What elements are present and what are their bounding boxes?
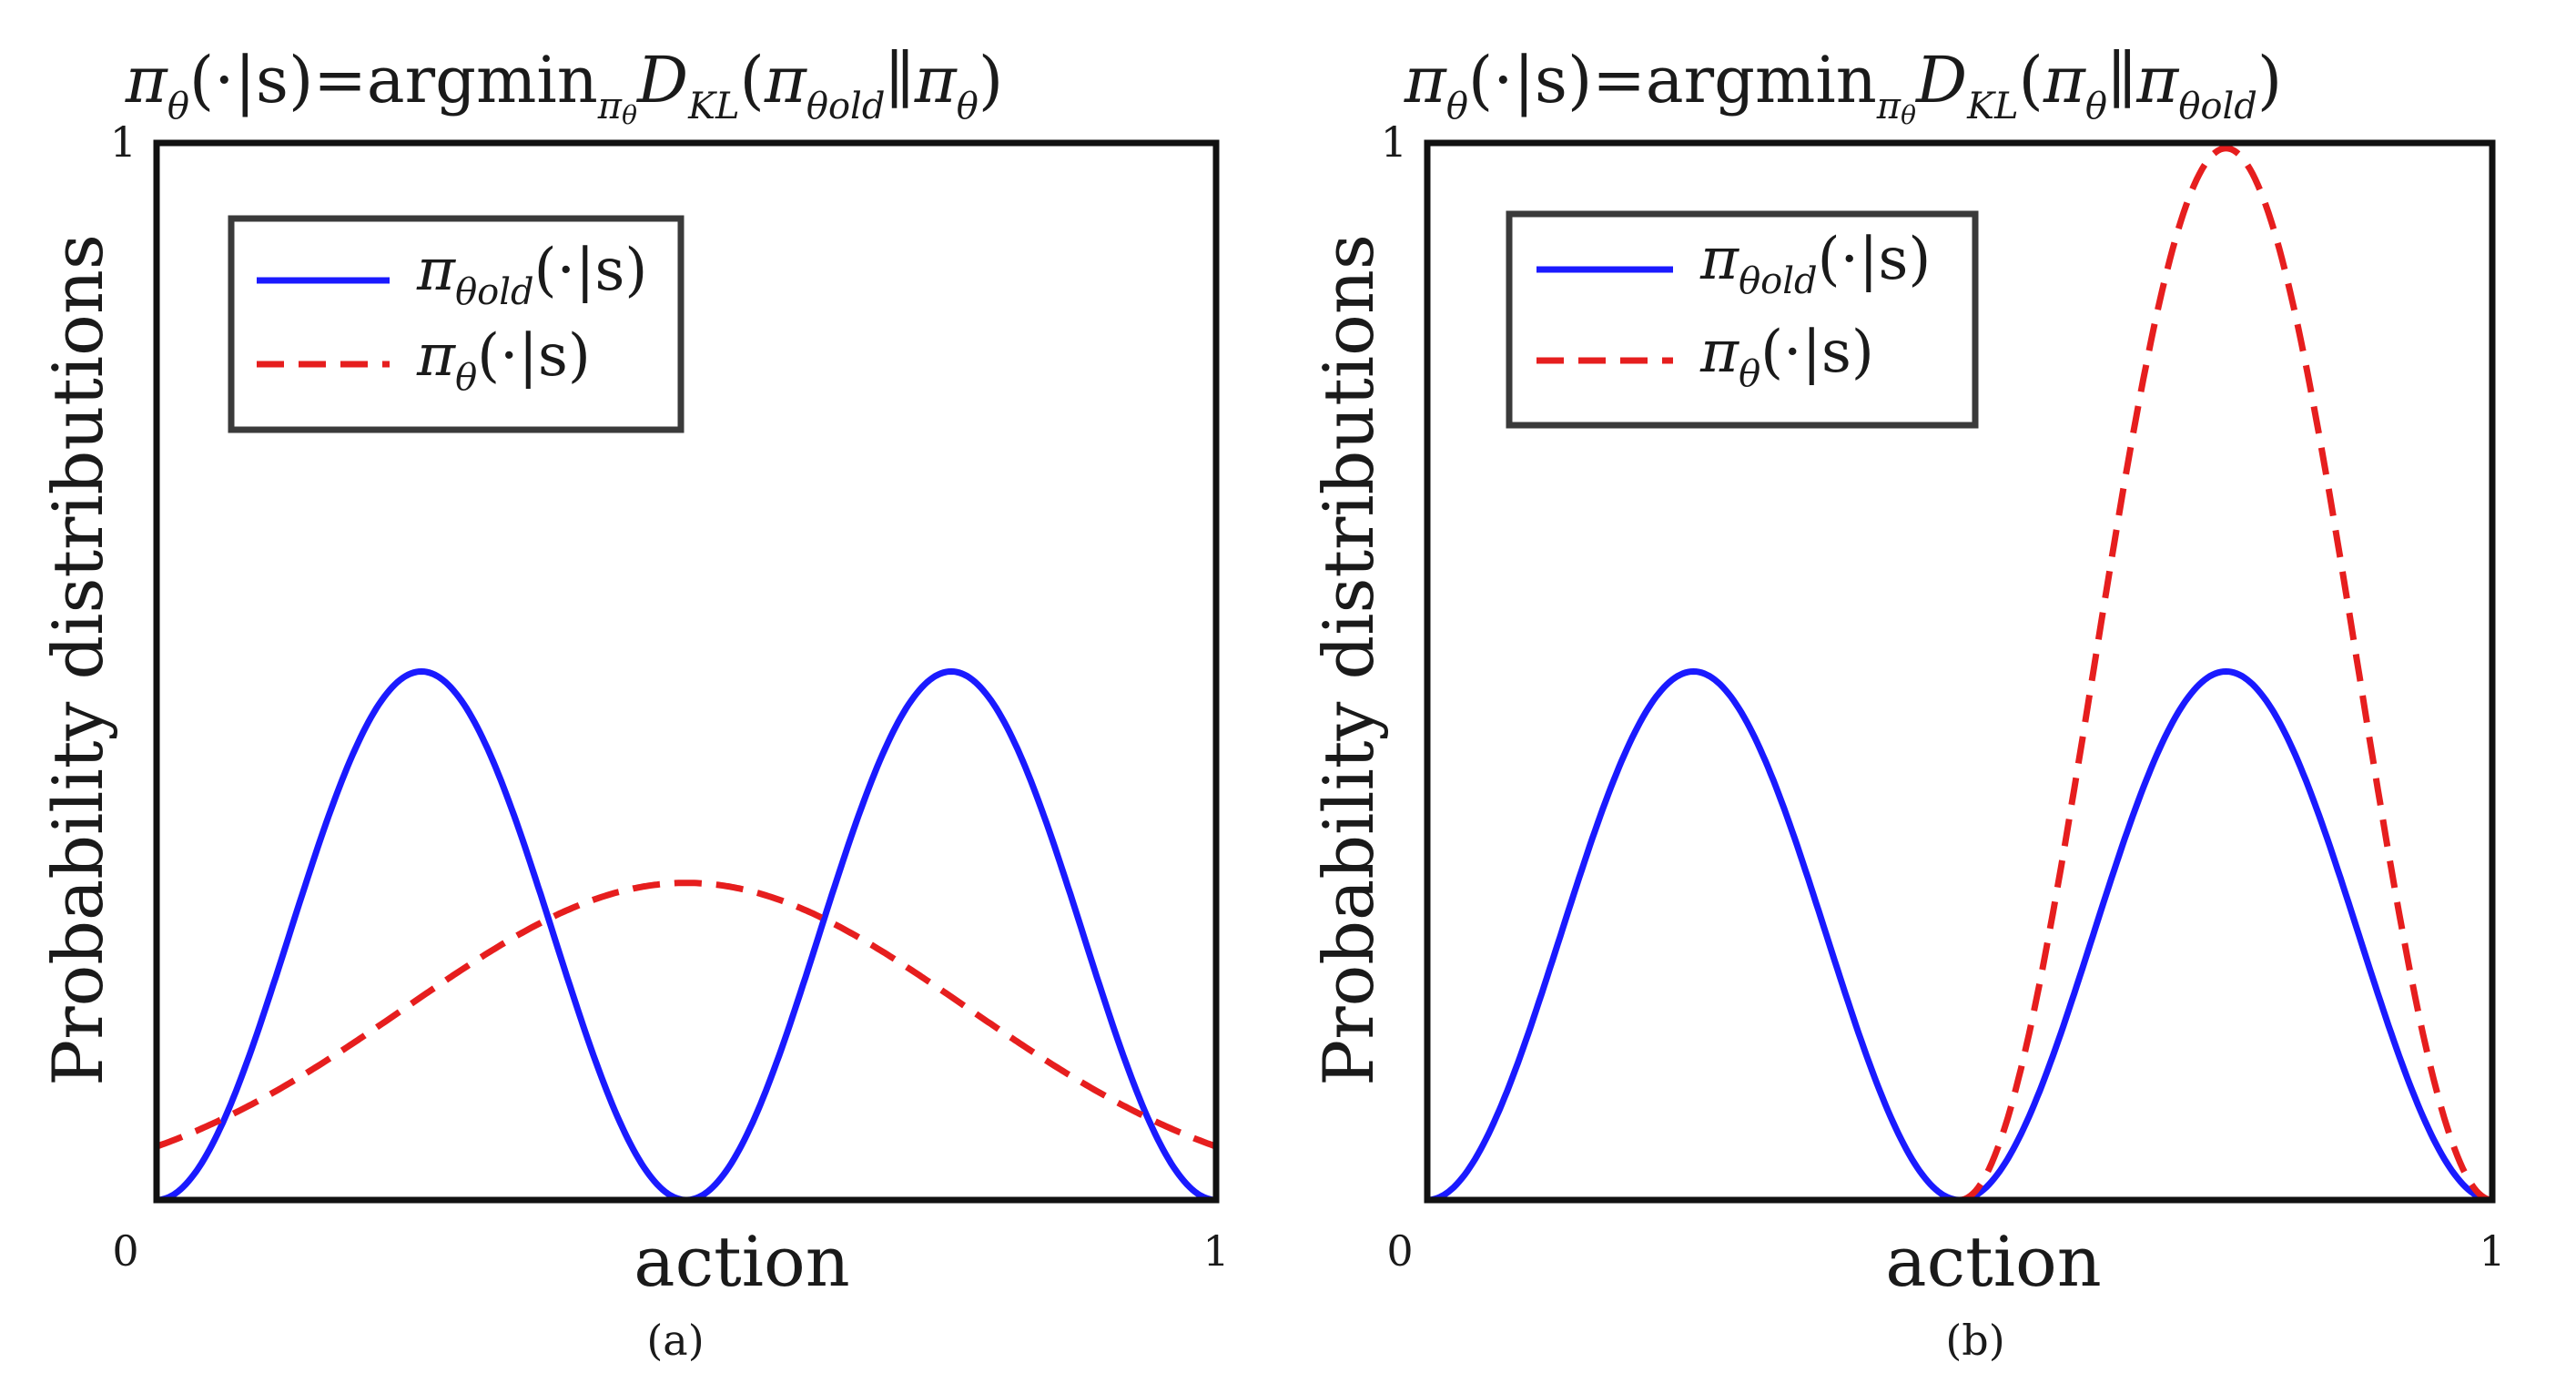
panel-a-label: (a) [646,1316,704,1365]
panel-b-legend-old-label: πθold(·|s) [1699,226,1931,302]
panel-b-ytick-1: 1 [1381,117,1407,167]
panel-b-xtick-1: 1 [2479,1226,2505,1276]
panel-a-pi-theta-old-line [156,667,1217,1204]
panel-a-xtick-0: 0 [112,1226,138,1276]
panel-a-legend: πθold(·|s) πθ(·|s) [228,215,685,433]
panel-a-plot-frame [153,139,1220,1204]
panel-b: πθ(·|s)=argminπθDKL(πθ∥πθold) Probabilit… [1308,43,2506,1365]
panel-b-pi-theta-old-line [1426,667,2493,1204]
panel-b-label: (b) [1945,1316,2004,1365]
panel-b-pi-theta-line [1959,145,2493,1204]
panel-a-xlabel: action [634,1221,849,1302]
panel-a-ytick-1: 1 [110,117,137,167]
panel-b-plot-frame [1424,139,2496,1204]
panel-a-legend-new-label: πθ(·|s) [416,322,591,399]
panel-b-title: πθ(·|s)=argminπθDKL(πθ∥πθold) [1404,43,2282,130]
panel-a-legend-box [228,215,685,433]
panel-a-title: πθ(·|s)=argminπθDKL(πθold∥πθ) [125,43,1003,130]
panel-a-pi-theta-line [155,880,1218,1150]
panel-a-ylabel: Probability distributions [37,234,118,1086]
panel-a-legend-old-label: πθold(·|s) [416,237,647,313]
panel-b-legend-box [1506,210,1979,429]
panel-b-ylabel: Probability distributions [1308,234,1389,1086]
panel-b-xlabel: action [1885,1221,2101,1302]
panel-b-xtick-0: 0 [1386,1226,1413,1276]
panel-a-xtick-1: 1 [1202,1226,1229,1276]
panel-b-legend: πθold(·|s) πθ(·|s) [1506,210,1979,429]
panel-a: πθ(·|s)=argminπθDKL(πθold∥πθ) Probabilit… [37,43,1230,1365]
panel-b-legend-new-label: πθ(·|s) [1699,319,1874,395]
